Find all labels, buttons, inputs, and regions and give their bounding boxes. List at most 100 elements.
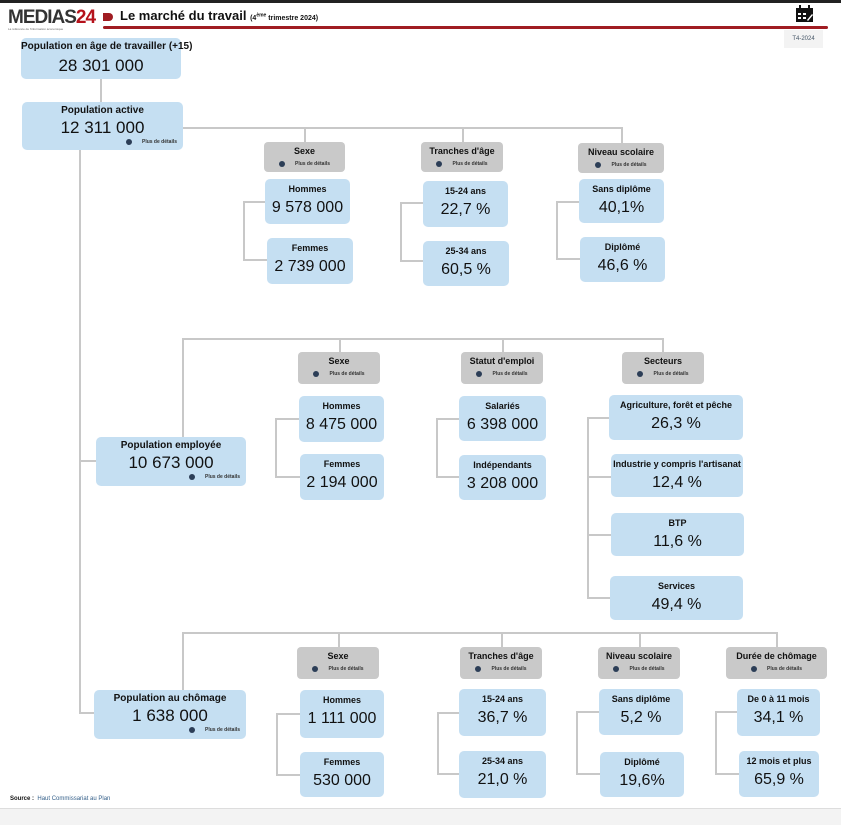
stat-box: Sans diplôme 40,1% bbox=[579, 179, 664, 223]
stat-box: Femmes 2 194 000 bbox=[300, 454, 384, 500]
more-details-link[interactable]: Plus de détails bbox=[622, 370, 704, 378]
stat-box: BTP 11,6 % bbox=[611, 513, 744, 556]
connector bbox=[587, 597, 610, 599]
info-icon bbox=[475, 665, 482, 672]
unemployed-duration-header[interactable]: Durée de chômage Plus de détails bbox=[726, 647, 827, 679]
connector bbox=[182, 632, 184, 690]
connector bbox=[400, 202, 402, 262]
unemployed-age-header[interactable]: Tranches d'âge Plus de détails bbox=[460, 647, 542, 679]
connector bbox=[339, 338, 341, 352]
stat-box: Sans diplôme 5,2 % bbox=[599, 689, 683, 735]
more-details-link[interactable]: Plus de détails bbox=[94, 726, 246, 734]
active-age-header[interactable]: Tranches d'âge Plus de détails bbox=[421, 142, 503, 172]
page-title: Le marché du travail (4ème trimestre 202… bbox=[120, 8, 319, 23]
title-marker bbox=[103, 13, 113, 21]
info-icon bbox=[436, 160, 443, 167]
connector bbox=[276, 774, 300, 776]
connector bbox=[556, 258, 580, 260]
connector bbox=[304, 127, 306, 142]
connector bbox=[502, 338, 504, 352]
more-details-link[interactable]: Plus de détails bbox=[598, 665, 680, 673]
more-details-link[interactable]: Plus de détails bbox=[726, 665, 827, 673]
connector bbox=[501, 632, 503, 647]
connector bbox=[182, 338, 184, 437]
connector bbox=[275, 418, 299, 420]
more-details-link[interactable]: Plus de détails bbox=[96, 473, 246, 481]
info-icon bbox=[595, 161, 602, 168]
stat-box: 12 mois et plus 65,9 % bbox=[739, 751, 819, 797]
stat-box: Agriculture, forêt et pêche 26,3 % bbox=[609, 395, 743, 440]
info-icon bbox=[278, 160, 285, 167]
info-icon bbox=[313, 370, 320, 377]
connector bbox=[556, 201, 558, 260]
more-details-link[interactable]: Plus de détails bbox=[264, 160, 345, 168]
stat-box: Diplômé 19,6% bbox=[600, 752, 684, 797]
calendar-icon[interactable] bbox=[795, 5, 814, 23]
stat-box: Industrie y compris l'artisanat 12,4 % bbox=[611, 454, 743, 497]
employed-status-header[interactable]: Statut d'emploi Plus de détails bbox=[461, 352, 543, 384]
info-icon bbox=[750, 665, 757, 672]
stat-box: Hommes 1 111 000 bbox=[300, 690, 384, 738]
top-bar bbox=[0, 0, 841, 3]
connector bbox=[776, 632, 778, 647]
connector bbox=[183, 127, 623, 129]
info-icon bbox=[125, 138, 132, 145]
employed-sexe-header[interactable]: Sexe Plus de détails bbox=[298, 352, 380, 384]
unemployed-school-header[interactable]: Niveau scolaire Plus de détails bbox=[598, 647, 680, 679]
connector bbox=[79, 712, 94, 714]
info-icon bbox=[312, 665, 319, 672]
more-details-link[interactable]: Plus de détails bbox=[461, 370, 543, 378]
period-badge[interactable]: T4-2024 bbox=[784, 30, 823, 48]
info-icon bbox=[476, 370, 483, 377]
stat-box: 15-24 ans 22,7 % bbox=[423, 181, 508, 227]
unemployed-sexe-header[interactable]: Sexe Plus de détails bbox=[297, 647, 379, 679]
connector bbox=[436, 476, 459, 478]
footer-bar bbox=[0, 808, 841, 825]
connector bbox=[437, 712, 439, 775]
more-details-link[interactable]: Plus de détails bbox=[421, 160, 503, 168]
connector bbox=[587, 534, 611, 536]
employed-sectors-header[interactable]: Secteurs Plus de détails bbox=[622, 352, 704, 384]
unemployed-population-box[interactable]: Population au chômage 1 638 000 Plus de dé… bbox=[94, 690, 246, 739]
stat-box: Salariés 6 398 000 bbox=[459, 396, 546, 441]
connector bbox=[436, 418, 438, 478]
more-details-link[interactable]: Plus de détails bbox=[22, 138, 183, 146]
connector bbox=[576, 711, 578, 774]
connector bbox=[79, 460, 96, 462]
stat-box: 25-34 ans 21,0 % bbox=[459, 751, 546, 798]
info-icon bbox=[613, 665, 620, 672]
connector bbox=[182, 632, 778, 634]
connector bbox=[79, 150, 81, 713]
info-icon bbox=[188, 473, 195, 480]
connector bbox=[275, 476, 300, 478]
active-population-box[interactable]: Population active 12 311 000 Plus de détai… bbox=[22, 102, 183, 150]
connector bbox=[275, 418, 277, 478]
source-link[interactable]: Haut Commissariat au Plan bbox=[37, 796, 111, 802]
more-details-link[interactable]: Plus de détails bbox=[298, 370, 380, 378]
more-details-link[interactable]: Plus de détails bbox=[578, 161, 664, 169]
medias24-logo[interactable]: MEDIAS24 La référence de l'information éc… bbox=[8, 7, 96, 31]
connector bbox=[462, 127, 464, 142]
active-school-header[interactable]: Niveau scolaire Plus de détails bbox=[578, 143, 664, 173]
title-underline bbox=[103, 26, 828, 29]
stat-box: De 0 à 11 mois 34,1 % bbox=[737, 689, 820, 736]
connector bbox=[621, 127, 623, 143]
connector bbox=[276, 713, 300, 715]
more-details-link[interactable]: Plus de détails bbox=[297, 665, 379, 673]
info-icon bbox=[637, 370, 644, 377]
connector bbox=[715, 711, 717, 774]
employed-population-box[interactable]: Population employée 10 673 000 Plus de dét… bbox=[96, 437, 246, 486]
more-details-link[interactable]: Plus de détails bbox=[460, 665, 542, 673]
stat-box: 25-34 ans 60,5 % bbox=[423, 241, 509, 286]
stat-box: Hommes 8 475 000 bbox=[299, 396, 384, 442]
stat-box: 15-24 ans 36,7 % bbox=[459, 689, 546, 736]
connector bbox=[437, 773, 459, 775]
active-sexe-header[interactable]: Sexe Plus de détails bbox=[264, 142, 345, 172]
working-age-population-box: Population en âge de travailler (+15) 28 … bbox=[21, 38, 192, 79]
connector bbox=[436, 418, 459, 420]
stat-box: Indépendants 3 208 000 bbox=[459, 455, 546, 500]
connector bbox=[338, 632, 340, 647]
stat-box: Services 49,4 % bbox=[610, 576, 743, 620]
connector bbox=[587, 417, 609, 419]
connector bbox=[243, 259, 267, 261]
